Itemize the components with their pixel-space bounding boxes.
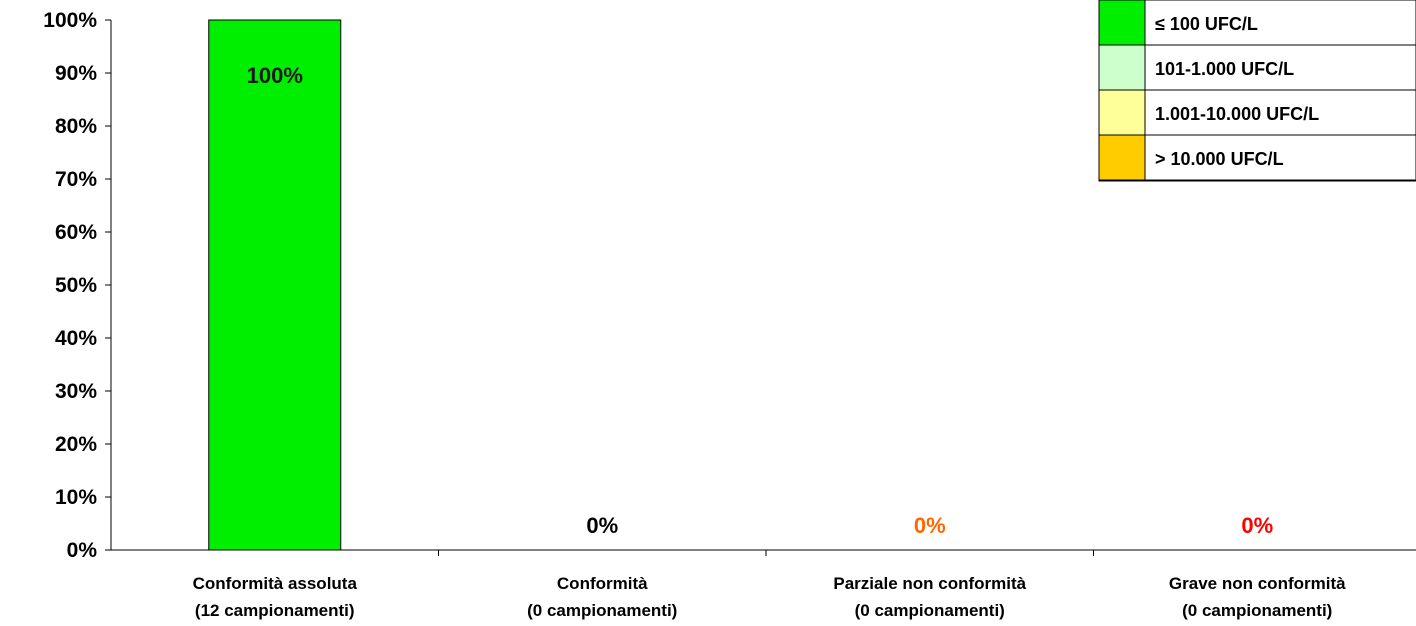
legend-entry-label: ≤ 100 UFC/L	[1155, 14, 1258, 34]
legend-swatch	[1098, 89, 1146, 136]
category-label-line1: Parziale non conformità	[833, 574, 1026, 593]
legend-cell	[1144, 134, 1416, 181]
data-label: 100%	[247, 63, 303, 88]
category-label-line1: Conformità	[557, 574, 648, 593]
legend-entry-label: > 10.000 UFC/L	[1155, 149, 1284, 169]
data-label: 0%	[1241, 513, 1273, 538]
data-label: 0%	[586, 513, 618, 538]
data-labels: 100% 0% 0% 0%	[247, 63, 1274, 538]
y-tick-label: 70%	[55, 168, 97, 191]
bar	[208, 19, 342, 551]
y-tick-label: 60%	[55, 221, 97, 244]
y-tick-label: 90%	[55, 62, 97, 85]
y-tick-label: 80%	[55, 115, 97, 138]
category-label-line2: (0 campionamenti)	[527, 601, 677, 620]
y-tick-label: 30%	[55, 380, 97, 403]
legend: ≤ 100 UFC/L 101-1.000 UFC/L 1.001-10.000 U…	[1098, 0, 1416, 182]
y-tick-label: 0%	[67, 539, 98, 562]
axes: 0% 10% 20% 30% 40% 50% 60% 70% 80% 90% 100%	[43, 9, 1416, 562]
category-label-line2: (0 campionamenti)	[1182, 601, 1332, 620]
y-tick-label: 100%	[43, 9, 97, 32]
category-label-line1: Grave non conformità	[1169, 574, 1346, 593]
y-tick-label: 50%	[55, 274, 97, 297]
category-label-line2: (12 campionamenti)	[195, 601, 355, 620]
legend-swatch	[1098, 44, 1146, 91]
y-tick-label: 10%	[55, 486, 97, 509]
category-labels: Conformità assoluta (12 campionamenti) Con…	[193, 574, 1347, 620]
category-label-line2: (0 campionamenti)	[855, 601, 1005, 620]
category-label-line1: Conformità assoluta	[193, 574, 358, 593]
legend-entry-label: 1.001-10.000 UFC/L	[1155, 104, 1319, 124]
y-tick-label: 40%	[55, 327, 97, 350]
legend-swatch	[1098, 134, 1146, 181]
y-tick-label: 20%	[55, 433, 97, 456]
data-label: 0%	[914, 513, 946, 538]
legend-swatch	[1098, 0, 1146, 46]
bars	[208, 19, 342, 551]
legend-entry-label: 101-1.000 UFC/L	[1155, 59, 1294, 79]
